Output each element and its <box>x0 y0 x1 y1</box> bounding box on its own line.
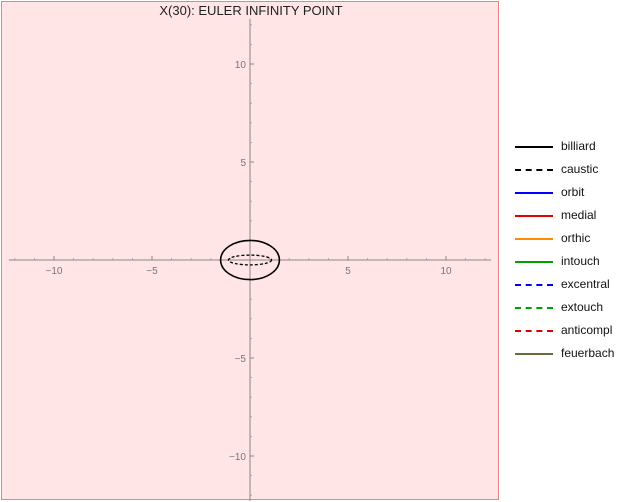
y-tick-label: −5 <box>235 354 247 365</box>
legend-swatch <box>515 353 553 355</box>
caustic-curve <box>227 254 273 266</box>
y-tick-label: −10 <box>229 452 246 463</box>
legend-swatch <box>515 192 553 194</box>
legend-swatch <box>515 261 553 263</box>
plot-area: −10 −5 5 10 10 5 −5 −10 <box>8 18 492 501</box>
legend-label: excentral <box>561 277 610 291</box>
legend-swatch <box>515 238 553 240</box>
x-tick-label: −10 <box>46 266 63 277</box>
legend-swatch <box>515 284 553 286</box>
legend-swatch <box>515 330 553 332</box>
legend-label: orbit <box>561 185 585 199</box>
y-tick-label: 10 <box>235 60 247 71</box>
legend-label: orthic <box>561 231 591 245</box>
plot-panel: −10 −5 5 10 10 5 −5 −10 X(30): EULER INFINITY P… <box>1 1 499 501</box>
y-tick-label: 5 <box>240 158 246 169</box>
x-tick-label: 5 <box>345 266 351 277</box>
legend-swatch <box>515 169 553 171</box>
chart-title: X(30): EULER INFINITY POINT <box>159 3 343 18</box>
legend-label: feuerbach <box>561 346 615 360</box>
legend-label: caustic <box>561 162 599 176</box>
legend-label: anticompl <box>561 323 613 337</box>
x-tick-label: −5 <box>146 266 158 277</box>
legend-swatch <box>515 146 553 148</box>
legend-label: medial <box>561 208 597 222</box>
legend-label: extouch <box>561 300 604 314</box>
legend-label: billiard <box>561 139 596 153</box>
legend-label: intouch <box>561 254 600 268</box>
billiard-curve <box>219 239 281 281</box>
legend-swatch <box>515 215 553 217</box>
x-tick-label: 10 <box>440 266 452 277</box>
legend-swatch <box>515 307 553 309</box>
